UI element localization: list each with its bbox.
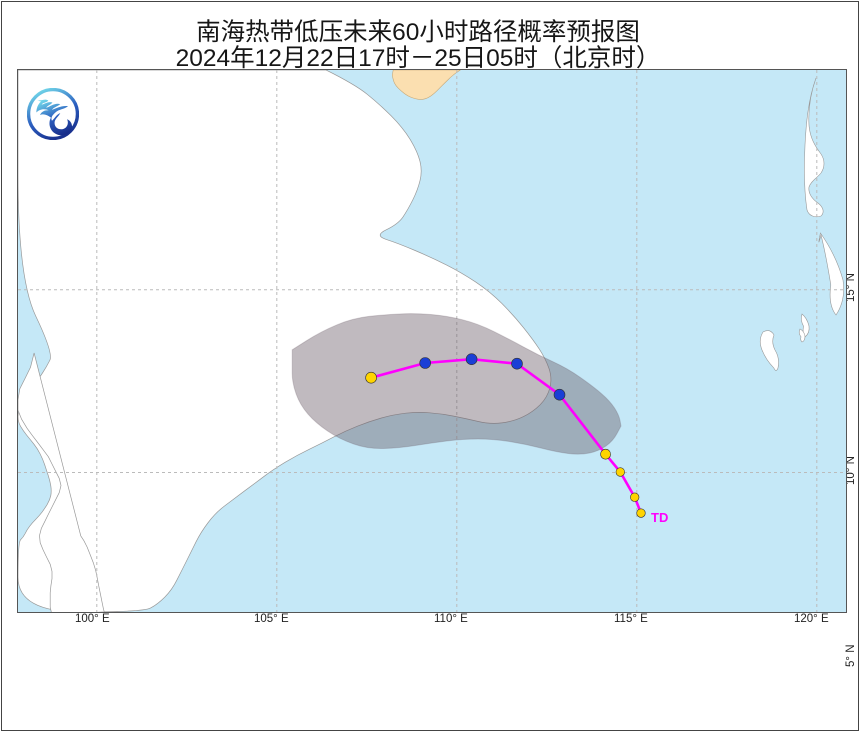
svg-text:TD: TD	[651, 510, 668, 525]
svg-text:5° N: 5° N	[845, 645, 857, 668]
